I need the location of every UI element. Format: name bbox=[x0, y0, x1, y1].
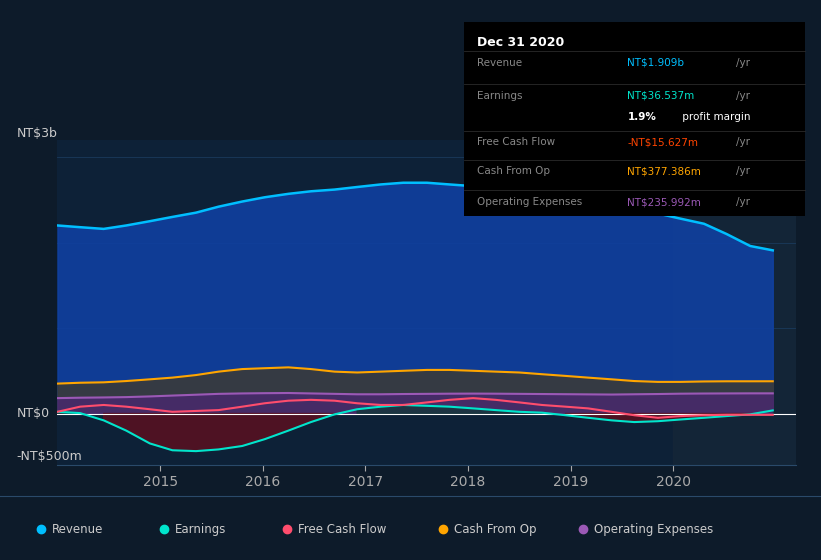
Text: Revenue: Revenue bbox=[52, 523, 103, 536]
Text: NT$1.909b: NT$1.909b bbox=[627, 58, 685, 68]
Text: /yr: /yr bbox=[736, 166, 750, 176]
Text: /yr: /yr bbox=[736, 91, 750, 101]
Text: Earnings: Earnings bbox=[175, 523, 227, 536]
Text: NT$0: NT$0 bbox=[17, 407, 50, 420]
Text: Operating Expenses: Operating Expenses bbox=[478, 197, 583, 207]
Text: Earnings: Earnings bbox=[478, 91, 523, 101]
Text: Free Cash Flow: Free Cash Flow bbox=[478, 137, 556, 147]
Text: -NT$15.627m: -NT$15.627m bbox=[627, 137, 699, 147]
Text: NT$3b: NT$3b bbox=[17, 127, 57, 140]
Text: NT$36.537m: NT$36.537m bbox=[627, 91, 695, 101]
Text: NT$235.992m: NT$235.992m bbox=[627, 197, 701, 207]
Text: NT$377.386m: NT$377.386m bbox=[627, 166, 701, 176]
Text: Cash From Op: Cash From Op bbox=[454, 523, 536, 536]
Text: /yr: /yr bbox=[736, 58, 750, 68]
Text: 1.9%: 1.9% bbox=[627, 112, 656, 122]
Text: Cash From Op: Cash From Op bbox=[478, 166, 551, 176]
Text: -NT$500m: -NT$500m bbox=[17, 450, 83, 463]
Text: /yr: /yr bbox=[736, 197, 750, 207]
Text: Operating Expenses: Operating Expenses bbox=[594, 523, 713, 536]
Text: Revenue: Revenue bbox=[478, 58, 523, 68]
Text: profit margin: profit margin bbox=[678, 112, 750, 122]
Text: /yr: /yr bbox=[736, 137, 750, 147]
Bar bbox=[673, 140, 796, 465]
Text: Dec 31 2020: Dec 31 2020 bbox=[478, 36, 565, 49]
Text: Free Cash Flow: Free Cash Flow bbox=[298, 523, 387, 536]
